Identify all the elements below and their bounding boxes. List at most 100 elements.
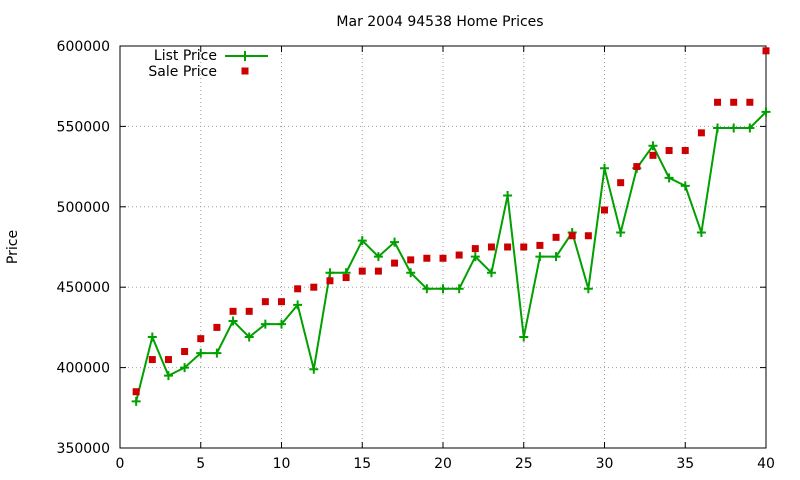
sale-price-point: [455, 251, 463, 259]
list-price-point: [470, 252, 480, 262]
list-price-point: [293, 300, 303, 310]
list-price-point: [147, 332, 157, 342]
sale-price-point: [374, 267, 382, 275]
list-price-point: [616, 228, 626, 238]
list-price-point: [196, 348, 206, 358]
list-price-point: [664, 173, 674, 183]
series-line-list-price: [135, 111, 767, 402]
list-price-point: [696, 228, 706, 238]
list-price-point: [761, 107, 771, 117]
sale-price-point: [439, 254, 447, 262]
sale-price-point: [536, 241, 544, 249]
list-price-point: [390, 237, 400, 247]
sale-price-point: [342, 274, 350, 282]
x-tick-label: 5: [196, 456, 205, 472]
x-tick-label: 10: [273, 456, 291, 472]
axis-ticks: 0 5 10 15 20 25 30 35 40 350000 400000 450000 500000…: [57, 39, 775, 472]
list-price-point: [729, 123, 739, 133]
sale-price-point: [245, 307, 253, 315]
list-price-point: [648, 141, 658, 151]
series: [131, 47, 771, 406]
sale-price-point: [730, 98, 738, 106]
x-tick-label: 25: [515, 456, 533, 472]
legend-marker-list-price: [240, 51, 250, 61]
y-tick-label: 350000: [57, 441, 110, 457]
legend-label-sale-price: Sale Price: [148, 64, 217, 80]
sale-price-point: [520, 243, 528, 251]
x-tick-label: 35: [676, 456, 694, 472]
sale-price-point: [310, 283, 318, 291]
list-price-point: [260, 319, 270, 329]
y-tick-label: 550000: [57, 119, 110, 135]
list-price-point: [309, 364, 319, 374]
sale-price-point: [407, 256, 415, 264]
grid: [120, 46, 766, 448]
sale-price-point: [552, 233, 560, 241]
sale-price-point: [697, 129, 705, 137]
sale-price-point: [229, 307, 237, 315]
list-price-point: [680, 181, 690, 191]
x-tick-label: 30: [596, 456, 614, 472]
sale-price-point: [649, 151, 657, 159]
chart-title: Mar 2004 94538 Home Prices: [336, 14, 543, 30]
list-price-point: [212, 348, 222, 358]
list-price-point: [277, 319, 286, 329]
y-axis-label: Price: [5, 230, 21, 264]
y-tick-label: 600000: [57, 39, 110, 55]
x-tick-label: 15: [353, 456, 371, 472]
sale-price-point: [278, 298, 285, 306]
list-price-point: [406, 268, 416, 278]
list-price-point: [228, 316, 238, 326]
sale-price-point: [681, 147, 689, 155]
legend-label-list-price: List Price: [154, 48, 217, 64]
sale-price-point: [471, 245, 479, 253]
sale-price-point: [213, 323, 221, 331]
list-price-point: [438, 284, 448, 294]
sale-price-point: [261, 298, 269, 306]
list-price-point: [373, 252, 383, 262]
sale-price-point: [164, 356, 172, 364]
sale-price-point: [568, 232, 576, 240]
legend: List Price Sale Price: [148, 48, 268, 80]
list-price-point: [713, 123, 723, 133]
list-price-point: [454, 284, 464, 294]
list-price-point: [180, 363, 190, 373]
list-price-point: [325, 268, 335, 278]
list-price-point: [422, 284, 432, 294]
sale-price-point: [391, 259, 399, 267]
sale-price-point: [326, 277, 334, 285]
list-price-point: [600, 163, 609, 173]
list-price-point: [163, 371, 173, 381]
list-price-point: [551, 252, 561, 262]
list-price-point: [535, 252, 545, 262]
list-price-point: [131, 396, 141, 406]
sale-price-point: [633, 163, 641, 171]
x-tick-label: 20: [434, 456, 452, 472]
sale-price-point: [601, 206, 608, 214]
list-price-point: [519, 332, 529, 342]
sale-price-point: [148, 356, 156, 364]
sale-price-point: [746, 98, 754, 106]
sale-price-point: [132, 388, 140, 396]
list-price-point: [503, 191, 513, 201]
sale-price-point: [617, 179, 625, 187]
sale-price-point: [504, 243, 512, 251]
sale-price-point: [181, 348, 189, 356]
y-tick-label: 450000: [57, 280, 110, 296]
sale-price-point: [665, 147, 673, 155]
y-tick-label: 400000: [57, 361, 110, 377]
x-tick-label: 40: [757, 456, 775, 472]
list-price-point: [244, 332, 254, 342]
list-price-point: [583, 284, 593, 294]
list-price-point: [486, 268, 496, 278]
list-price-point: [357, 236, 367, 246]
sale-price-point: [358, 267, 366, 275]
sale-price-point: [197, 335, 205, 343]
sale-price-point: [487, 243, 495, 251]
sale-price-point: [294, 285, 302, 293]
sale-price-point: [423, 254, 431, 262]
sale-price-point: [714, 98, 722, 106]
legend-marker-sale-price: [241, 67, 249, 75]
sale-price-point: [762, 47, 770, 55]
